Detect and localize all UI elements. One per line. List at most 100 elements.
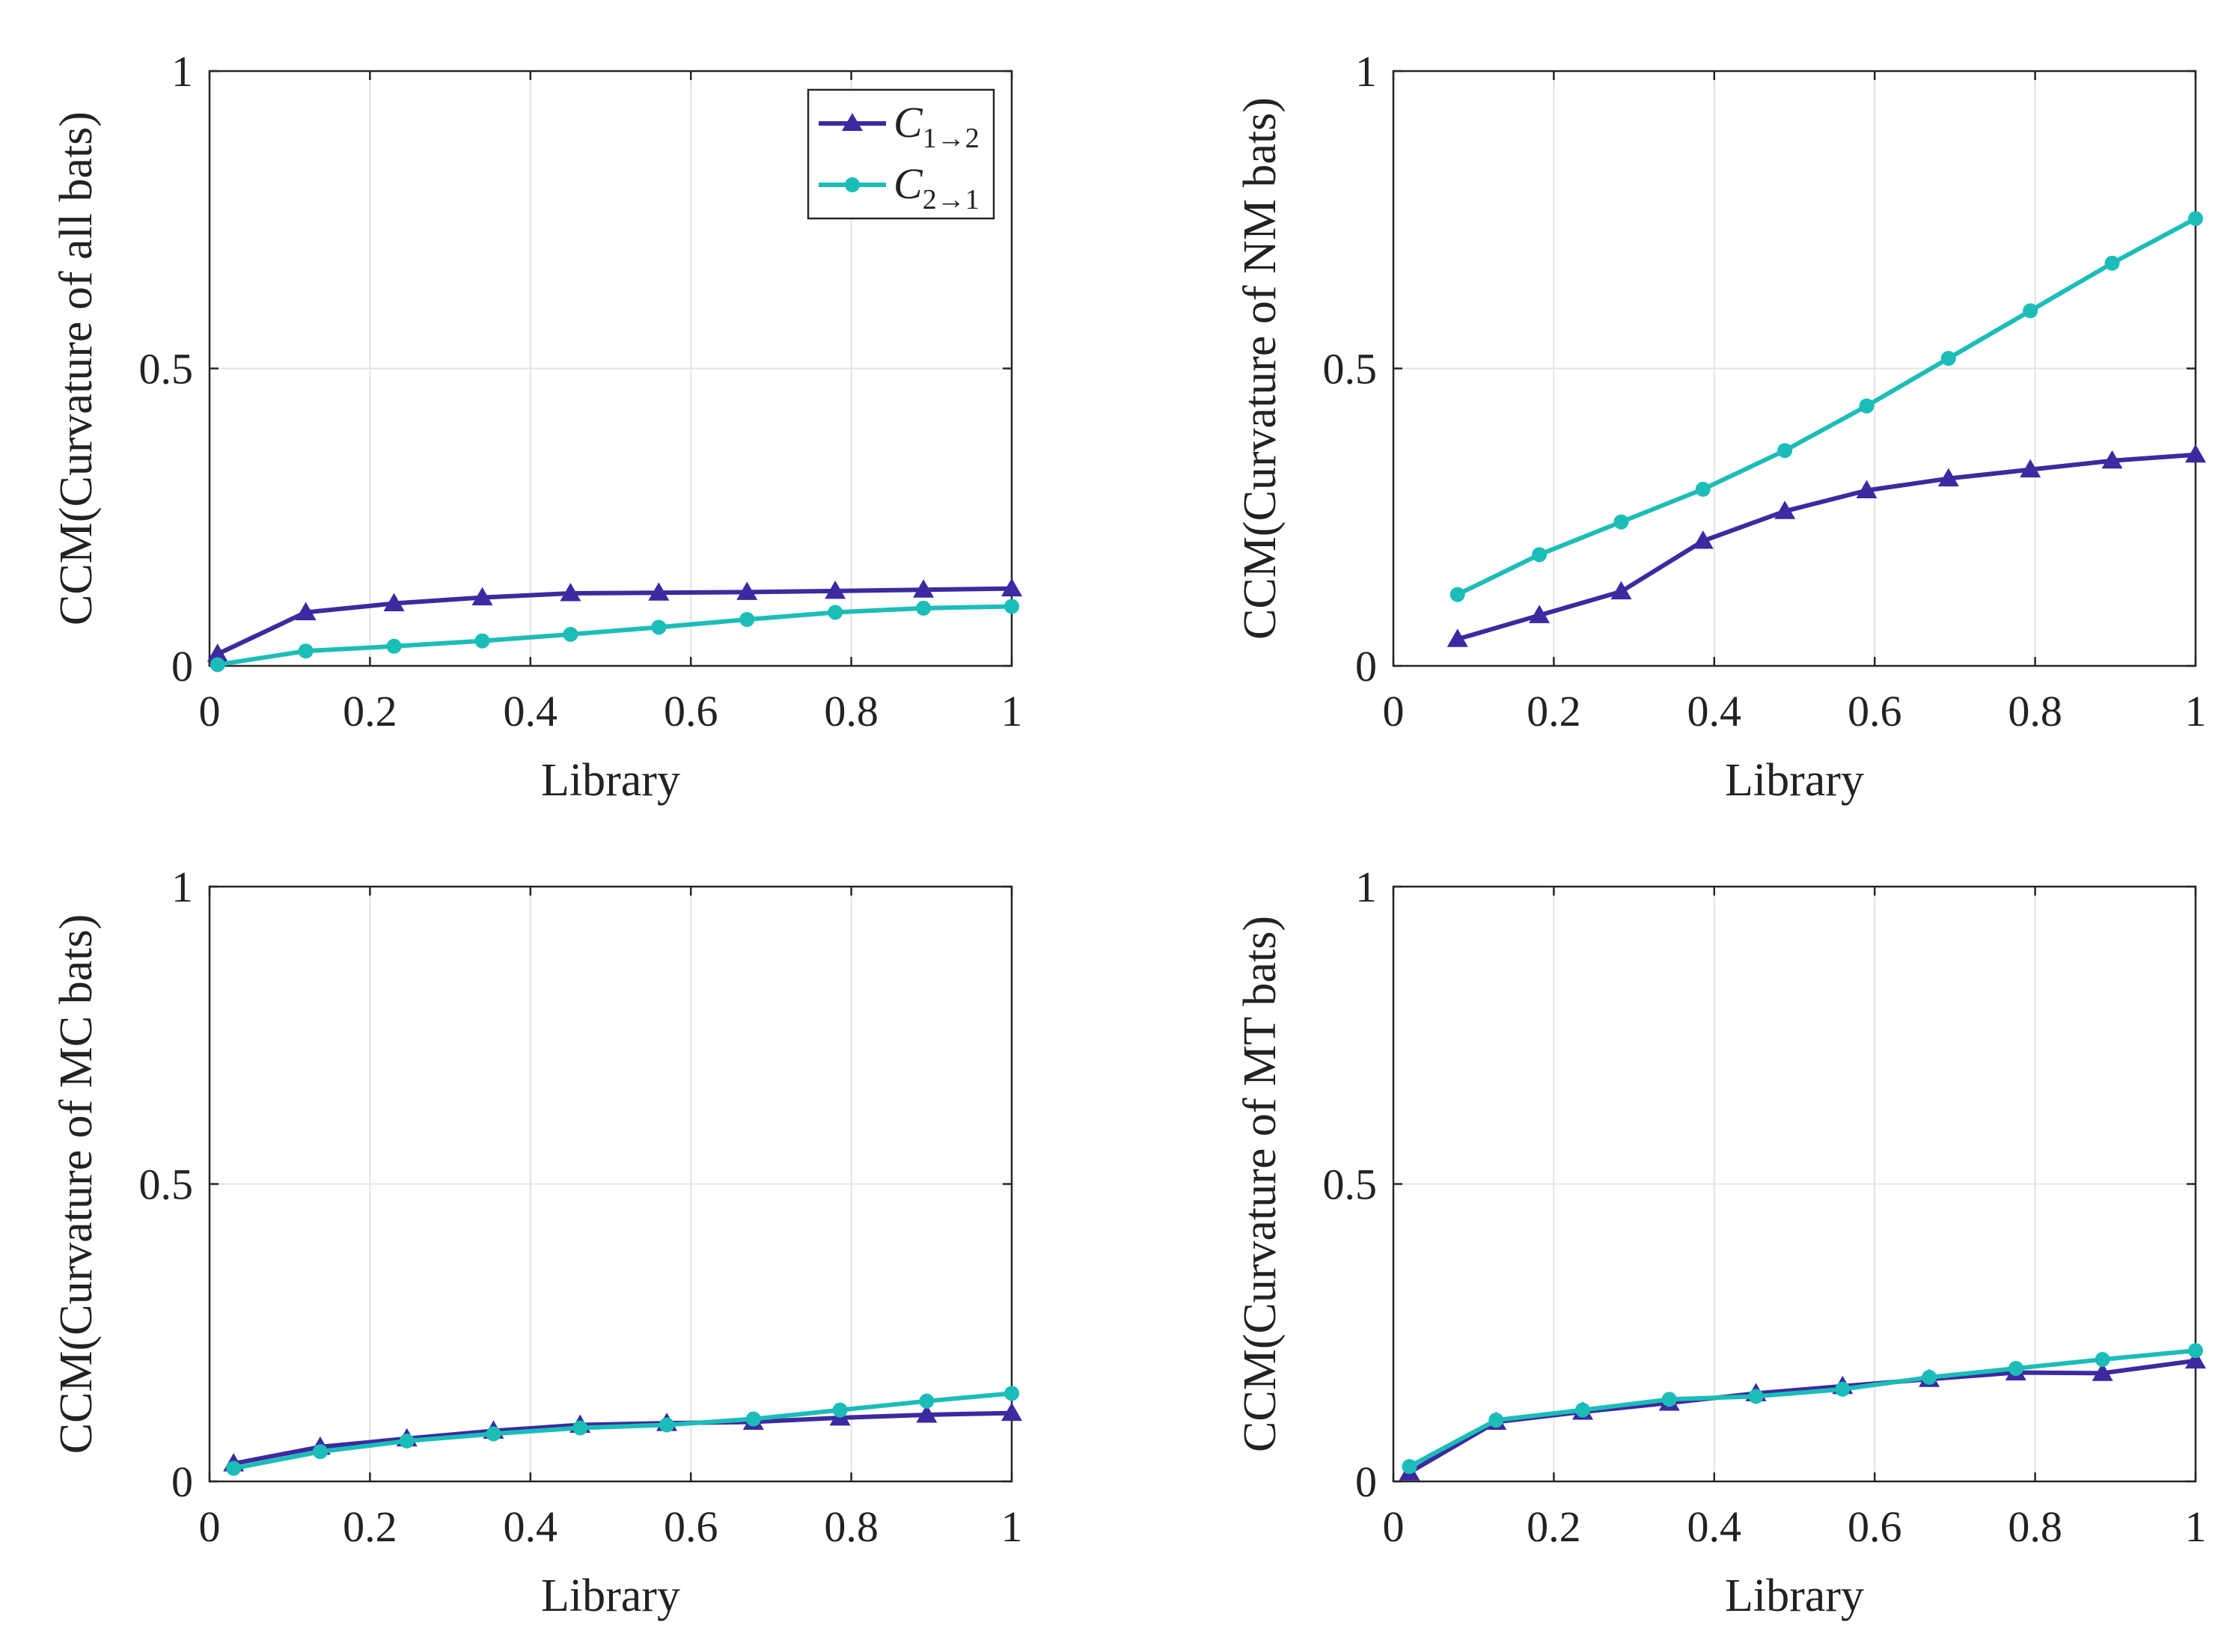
data-point-c12 (560, 583, 581, 602)
series-line-c21 (1456, 216, 2197, 597)
y-tick-label: 0 (1355, 642, 1377, 691)
x-tick-label: 0 (199, 687, 221, 735)
x-axis-label: Library (1725, 1570, 1864, 1621)
data-point-c21 (651, 620, 667, 635)
data-point-c21 (919, 1393, 935, 1409)
x-tick-label: 0.2 (1527, 687, 1581, 735)
y-axis-label: CCM(Curvature of MC bats) (51, 914, 102, 1454)
y-tick-label: 1 (171, 47, 193, 96)
data-point-c21 (1940, 350, 1956, 366)
data-point-c21 (1835, 1381, 1851, 1397)
data-point-c21 (399, 1433, 415, 1448)
data-point-c21 (659, 1417, 675, 1433)
data-point-c21 (563, 626, 578, 642)
data-point-c21 (1402, 1459, 1417, 1475)
data-point-c12 (207, 643, 228, 662)
x-tick-label: 0.8 (824, 687, 879, 735)
y-tick-label: 0 (1355, 1457, 1377, 1506)
data-point-c21 (2095, 1352, 2110, 1368)
data-point-c21 (2104, 255, 2120, 271)
data-point-c12 (648, 582, 670, 601)
legend-box (807, 88, 995, 220)
data-point-c21 (2008, 1360, 2023, 1376)
legend-symbol: C (893, 98, 923, 147)
x-tick-label: 0.4 (1687, 1502, 1742, 1551)
data-point-c12 (736, 581, 758, 600)
x-tick-label: 0 (1383, 687, 1405, 735)
x-tick-label: 0.4 (1687, 687, 1742, 735)
legend-marker-c21 (845, 177, 860, 192)
x-tick-label: 0 (199, 1502, 221, 1551)
x-tick-label: 0.2 (343, 687, 397, 735)
legend-subscript: 2→1 (923, 184, 980, 215)
data-point-c21 (832, 1402, 848, 1418)
data-point-c21 (386, 638, 402, 654)
data-point-c12 (1856, 480, 1878, 498)
y-tick-label: 0.5 (139, 1160, 194, 1209)
series-line-c21 (1408, 1348, 2196, 1469)
data-point-c12 (825, 580, 846, 599)
data-point-c21 (1922, 1369, 1937, 1385)
data-point-c21 (474, 633, 490, 649)
data-point-c12 (2020, 459, 2041, 478)
legend-marker-c12 (842, 113, 863, 131)
series-line-c12 (1456, 452, 2196, 642)
x-tick-label: 1 (1001, 1502, 1023, 1551)
data-point-c21 (1574, 1402, 1590, 1418)
data-point-c21 (1613, 514, 1629, 530)
x-tick-label: 0.8 (2008, 687, 2062, 735)
data-point-c21 (1777, 443, 1793, 459)
x-axis-label: Library (1725, 755, 1864, 806)
data-point-c21 (828, 605, 843, 620)
x-tick-label: 0 (1383, 1502, 1405, 1551)
data-point-c21 (1449, 587, 1465, 602)
data-point-c21 (1488, 1413, 1504, 1428)
y-tick-label: 1 (1355, 47, 1377, 96)
data-point-c21 (2188, 211, 2203, 227)
data-point-c21 (210, 657, 225, 673)
data-point-c21 (226, 1460, 242, 1476)
x-tick-label: 0.8 (2008, 1502, 2062, 1551)
x-tick-label: 0.6 (664, 687, 718, 735)
data-point-c12 (295, 602, 317, 620)
series-line-c12 (233, 1410, 1012, 1466)
data-point-c12 (1774, 501, 1796, 519)
x-tick-label: 0.6 (1848, 687, 1902, 735)
data-point-c12 (1937, 468, 1959, 487)
legend-subscript: 1→2 (923, 123, 980, 154)
data-point-c21 (1748, 1389, 1764, 1404)
x-tick-label: 0.4 (504, 1502, 558, 1551)
y-tick-label: 0 (171, 642, 193, 691)
data-point-c12 (2185, 1350, 2206, 1369)
data-point-c21 (1859, 398, 1875, 414)
x-tick-label: 0.4 (504, 687, 558, 735)
data-point-c21 (1532, 547, 1548, 563)
x-tick-label: 1 (1001, 687, 1023, 735)
data-point-c12 (2101, 450, 2123, 469)
chart-panel-3: 0 0.2 0.4 0.6 0.8 1 0 0.5 1 Library CCM(Curvature … (51, 863, 1023, 1621)
chart-panel-4: 0 0.2 0.4 0.6 0.8 1 0 0.5 1 Library CCM(Curvature … (1235, 863, 2207, 1621)
data-point-c21 (298, 643, 314, 659)
x-tick-label: 0.6 (1848, 1502, 1902, 1551)
chart-panel-1: 0 0.2 0.4 0.6 0.8 1 0 0.5 1 Library CCM(Curvature … (51, 47, 1023, 806)
data-point-c21 (1661, 1392, 1677, 1407)
data-point-c21 (1004, 1386, 1019, 1401)
data-point-c12 (2092, 1362, 2113, 1381)
data-point-c21 (2023, 303, 2038, 319)
y-axis-label: CCM(Curvature of MT bats) (1235, 916, 1286, 1452)
chart-panel-2: 0 0.2 0.4 0.6 0.8 1 0 0.5 1 Library CCM(Curvature … (1235, 47, 2207, 806)
series-line-c21 (233, 1391, 1012, 1471)
legend: C1→2C 2→1 (807, 88, 995, 220)
data-point-c12 (1529, 605, 1551, 623)
data-point-c12 (2185, 444, 2206, 463)
data-point-c12 (1610, 581, 1632, 600)
data-point-c12 (471, 587, 493, 606)
series-line-c12 (216, 586, 1012, 656)
x-tick-label: 0.8 (824, 1502, 879, 1551)
legend-label-c12: C1→2 (893, 98, 980, 154)
x-axis-label: Library (541, 1570, 680, 1621)
x-tick-label: 1 (2185, 687, 2207, 735)
data-point-c21 (486, 1426, 501, 1442)
y-tick-label: 0.5 (1323, 345, 1378, 394)
